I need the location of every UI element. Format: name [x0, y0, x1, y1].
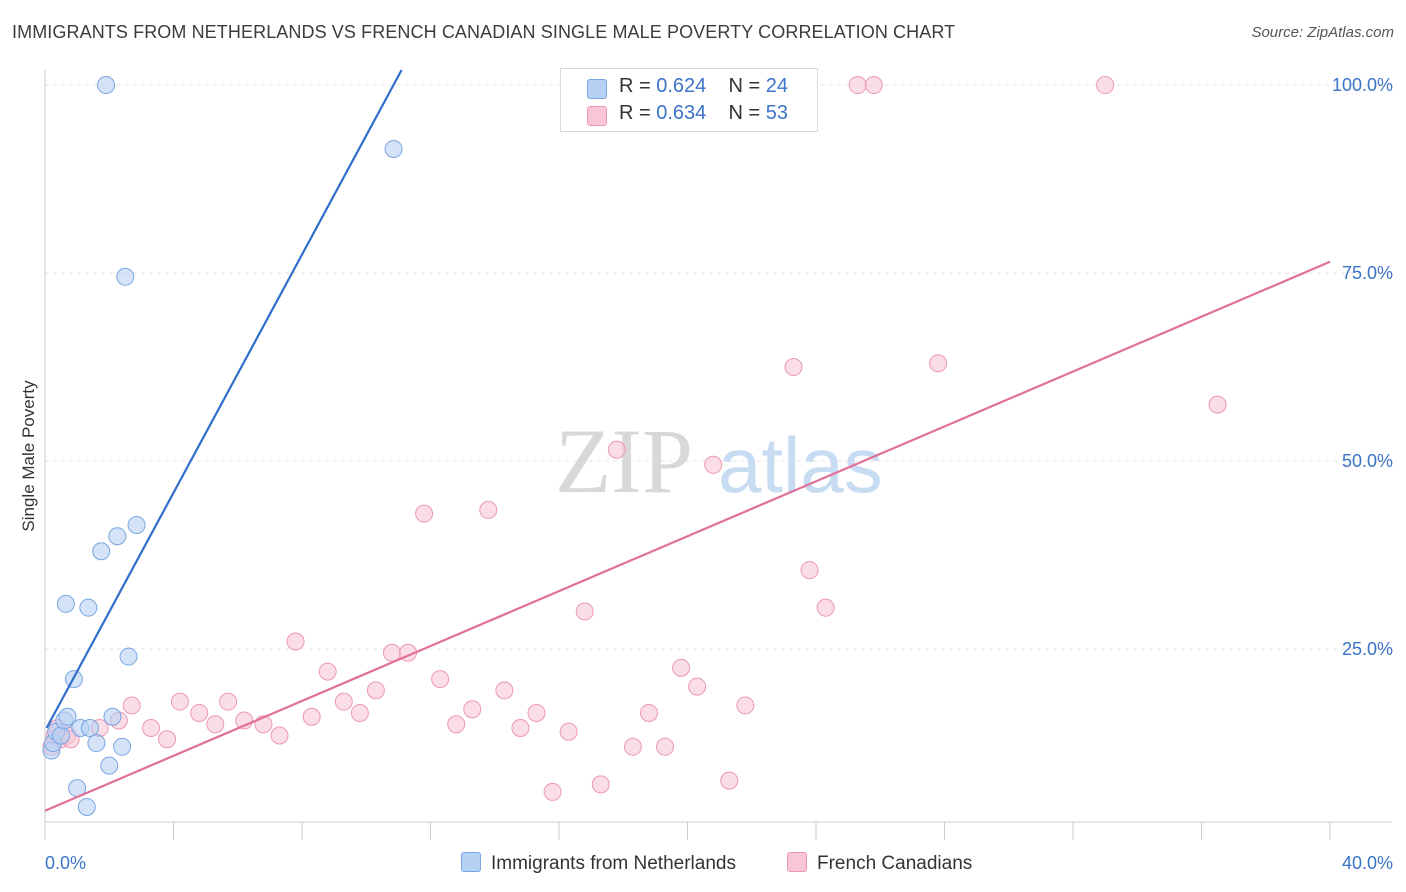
french-canadians-point: [463, 700, 482, 719]
legend-label-netherlands: Immigrants from Netherlands: [491, 853, 736, 874]
x-tick-label: 0.0%: [45, 853, 86, 873]
legend-item-netherlands[interactable]: Immigrants from Netherlands: [461, 852, 736, 875]
french-canadians-point: [219, 692, 238, 711]
gridlines: [45, 84, 1392, 650]
netherlands-point: [103, 707, 122, 726]
netherlands-point: [384, 139, 403, 158]
french-canadians-point: [382, 643, 401, 662]
french-canadians-point: [864, 76, 883, 95]
n-value: 53: [765, 102, 789, 124]
netherlands-point: [113, 737, 132, 756]
french-canadians-point: [575, 602, 594, 621]
french-canadians-point: [479, 500, 498, 519]
french-canadians-point: [848, 76, 867, 95]
y-tick-label: 100.0%: [1332, 75, 1393, 95]
french-canadians-point: [559, 722, 578, 741]
french-canadians-point: [816, 598, 835, 617]
legend-item-french-canadians[interactable]: French Canadians: [787, 852, 972, 875]
french-canadians-point: [334, 692, 353, 711]
french-canadians-legend-swatch: [787, 852, 807, 872]
french-canadians-point: [720, 771, 739, 790]
french-canadians-point: [190, 703, 209, 722]
french-canadians-point: [1096, 76, 1115, 95]
french-canadians-point: [318, 662, 337, 681]
netherlands-point: [77, 797, 96, 816]
watermark-zip: ZIP: [555, 410, 693, 512]
netherlands-point: [80, 719, 99, 737]
french-canadians-point: [415, 504, 434, 523]
netherlands-point: [58, 707, 77, 726]
stats-legend: R = 0.624 N = 24 R = 0.634 N = 53: [560, 68, 818, 132]
french-canadians-point: [270, 726, 289, 745]
french-canadians-point: [302, 707, 321, 726]
french-canadians-point: [511, 719, 530, 737]
french-canadians-point: [688, 677, 707, 696]
french-canadians-point: [591, 775, 610, 794]
tick-labels: 25.0% 50.0% 75.0% 100.0% 0.0% 40.0%: [45, 75, 1393, 873]
french-canadians-point: [122, 696, 141, 715]
french-canadians-point: [158, 730, 177, 749]
y-tick-label: 25.0%: [1342, 639, 1393, 659]
y-tick-label: 75.0%: [1342, 263, 1393, 283]
french-canadians-point: [431, 670, 450, 689]
french-canadians-point: [929, 354, 948, 373]
source-label: Source: ZipAtlas.com: [1251, 24, 1394, 41]
netherlands-point: [116, 267, 135, 286]
french-canadians-point: [1208, 395, 1227, 414]
french-canadians-point: [286, 632, 305, 651]
watermark-atlas: atlas: [718, 421, 883, 509]
french-canadians-point: [350, 703, 369, 722]
legend-label-french-canadians: French Canadians: [817, 853, 973, 874]
netherlands-point: [100, 756, 119, 775]
french-canadians-point: [543, 782, 562, 801]
french-canadians-point: [447, 715, 466, 734]
french-canadians-point: [366, 681, 385, 700]
french-canadians-point: [142, 719, 161, 737]
x-tick-label: 40.0%: [1342, 853, 1393, 873]
french-canadians-point: [736, 696, 755, 715]
netherlands-legend-swatch: [461, 852, 481, 872]
netherlands-trend-line: [45, 69, 403, 729]
netherlands-point: [79, 598, 98, 617]
french-canadians-swatch: [587, 106, 607, 126]
y-tick-label: 50.0%: [1342, 451, 1393, 471]
y-axis-label: Single Male Poverty: [19, 380, 38, 532]
r-label: R =: [619, 102, 657, 124]
french-canadians-point: [800, 561, 819, 580]
axes: [44, 70, 1392, 840]
netherlands-point: [108, 527, 127, 546]
french-canadians-point: [784, 358, 803, 377]
netherlands-point: [92, 542, 111, 561]
series-legend: Immigrants from Netherlands French Canad…: [0, 852, 1406, 878]
french-canadians-point: [623, 737, 642, 756]
r-value: 0.634: [656, 102, 707, 124]
french-canadians-point: [495, 681, 514, 700]
french-canadians-point: [607, 440, 626, 459]
netherlands-point: [127, 515, 146, 534]
french-canadians-point: [527, 703, 546, 722]
french-canadians-point: [704, 455, 723, 474]
r-label: R =: [619, 75, 657, 97]
french-canadians-point: [206, 715, 225, 734]
n-value: 24: [765, 75, 789, 97]
french-canadians-point: [672, 658, 691, 677]
netherlands-point: [87, 734, 106, 753]
netherlands-point: [52, 726, 71, 745]
netherlands-swatch: [587, 79, 607, 99]
french-canadians-trend-line: [44, 260, 1331, 812]
n-label: N =: [728, 75, 766, 97]
french-canadians-point: [656, 737, 675, 756]
n-label: N =: [728, 102, 766, 124]
chart-title: IMMIGRANTS FROM NETHERLANDS VS FRENCH CA…: [12, 22, 956, 42]
netherlands-point: [97, 76, 116, 95]
netherlands-point: [119, 647, 138, 666]
trend-lines: [44, 69, 1331, 812]
french-canadians-point: [639, 703, 658, 722]
netherlands-point: [56, 594, 75, 613]
french-canadians-point: [170, 692, 189, 711]
r-value: 0.624: [656, 75, 707, 97]
